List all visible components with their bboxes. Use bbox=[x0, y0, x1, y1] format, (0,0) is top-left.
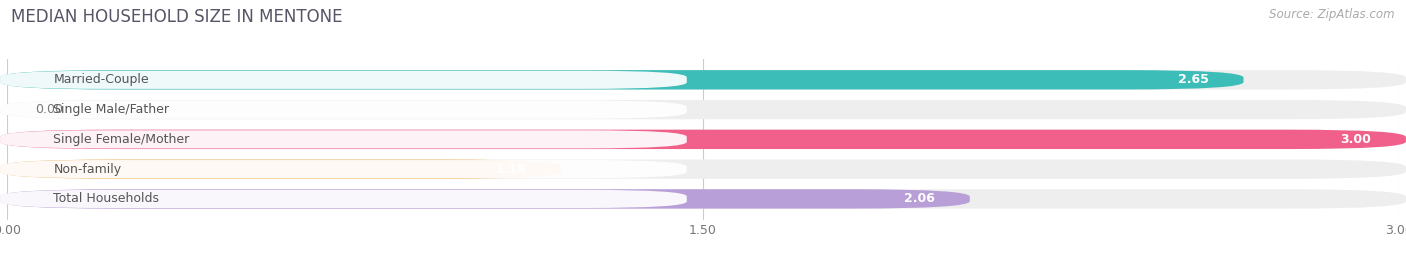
Text: Source: ZipAtlas.com: Source: ZipAtlas.com bbox=[1270, 8, 1395, 21]
FancyBboxPatch shape bbox=[0, 130, 1406, 149]
Text: 2.65: 2.65 bbox=[1178, 73, 1209, 86]
FancyBboxPatch shape bbox=[0, 159, 561, 179]
FancyBboxPatch shape bbox=[0, 71, 686, 89]
Text: Single Male/Father: Single Male/Father bbox=[53, 103, 170, 116]
FancyBboxPatch shape bbox=[0, 100, 686, 119]
FancyBboxPatch shape bbox=[0, 190, 686, 208]
Text: 3.00: 3.00 bbox=[1340, 133, 1371, 146]
FancyBboxPatch shape bbox=[0, 70, 1406, 90]
FancyBboxPatch shape bbox=[0, 159, 1406, 179]
FancyBboxPatch shape bbox=[0, 130, 1406, 149]
Text: Single Female/Mother: Single Female/Mother bbox=[53, 133, 190, 146]
Text: Married-Couple: Married-Couple bbox=[53, 73, 149, 86]
Text: 0.00: 0.00 bbox=[35, 103, 63, 116]
Text: 1.18: 1.18 bbox=[496, 163, 527, 176]
Text: MEDIAN HOUSEHOLD SIZE IN MENTONE: MEDIAN HOUSEHOLD SIZE IN MENTONE bbox=[11, 8, 343, 26]
FancyBboxPatch shape bbox=[0, 189, 970, 209]
FancyBboxPatch shape bbox=[0, 100, 1406, 119]
Text: 2.06: 2.06 bbox=[904, 192, 935, 205]
Text: Total Households: Total Households bbox=[53, 192, 159, 205]
FancyBboxPatch shape bbox=[0, 130, 686, 148]
Text: Non-family: Non-family bbox=[53, 163, 121, 176]
FancyBboxPatch shape bbox=[0, 189, 1406, 209]
FancyBboxPatch shape bbox=[0, 160, 686, 178]
FancyBboxPatch shape bbox=[0, 70, 1243, 90]
